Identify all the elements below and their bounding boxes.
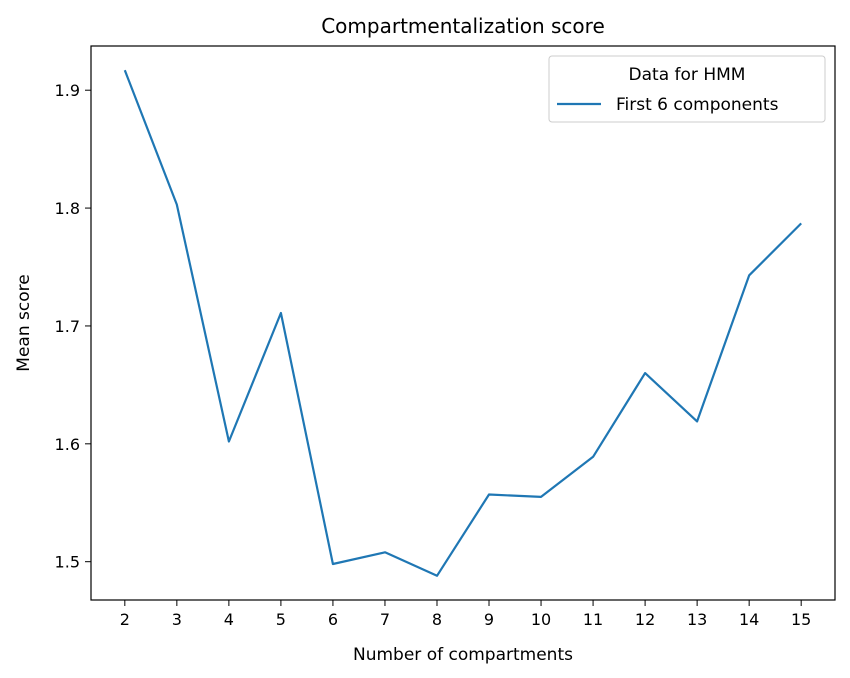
x-tick-label: 14 bbox=[739, 610, 759, 629]
x-tick-label: 4 bbox=[224, 610, 234, 629]
legend-title: Data for HMM bbox=[629, 65, 746, 85]
legend-box bbox=[548, 55, 826, 123]
series-line bbox=[123, 69, 802, 577]
series-layer bbox=[123, 69, 802, 577]
y-axis: 1.5 1.6 1.7 1.8 1.9 bbox=[55, 81, 91, 572]
y-tick-label: 1.6 bbox=[55, 435, 80, 454]
x-tick-label: 5 bbox=[276, 610, 286, 629]
x-tick-label: 10 bbox=[531, 610, 551, 629]
y-axis-label: Mean score bbox=[14, 274, 34, 371]
chart-title: Compartmentalization score bbox=[321, 14, 605, 38]
x-tick-label: 7 bbox=[380, 610, 390, 629]
x-tick-label: 2 bbox=[120, 610, 130, 629]
plot-frame bbox=[90, 45, 836, 601]
x-tick-label: 15 bbox=[791, 610, 811, 629]
x-tick-label: 6 bbox=[328, 610, 338, 629]
x-tick-label: 12 bbox=[635, 610, 655, 629]
x-tick-label: 13 bbox=[687, 610, 707, 629]
legend-entry-label: First 6 components bbox=[616, 95, 779, 115]
y-tick-label: 1.9 bbox=[55, 81, 80, 100]
x-axis: 2 3 4 5 6 7 8 9 10 11 12 13 14 15 bbox=[120, 600, 811, 629]
legend: Data for HMM First 6 components bbox=[548, 55, 826, 123]
y-tick-label: 1.8 bbox=[55, 199, 80, 218]
x-tick-label: 11 bbox=[583, 610, 603, 629]
x-tick-label: 9 bbox=[484, 610, 494, 629]
y-tick-label: 1.5 bbox=[55, 553, 80, 572]
x-axis-label: Number of compartments bbox=[353, 645, 573, 665]
x-tick-label: 8 bbox=[432, 610, 442, 629]
y-tick-label: 1.7 bbox=[55, 317, 80, 336]
x-tick-label: 3 bbox=[172, 610, 182, 629]
